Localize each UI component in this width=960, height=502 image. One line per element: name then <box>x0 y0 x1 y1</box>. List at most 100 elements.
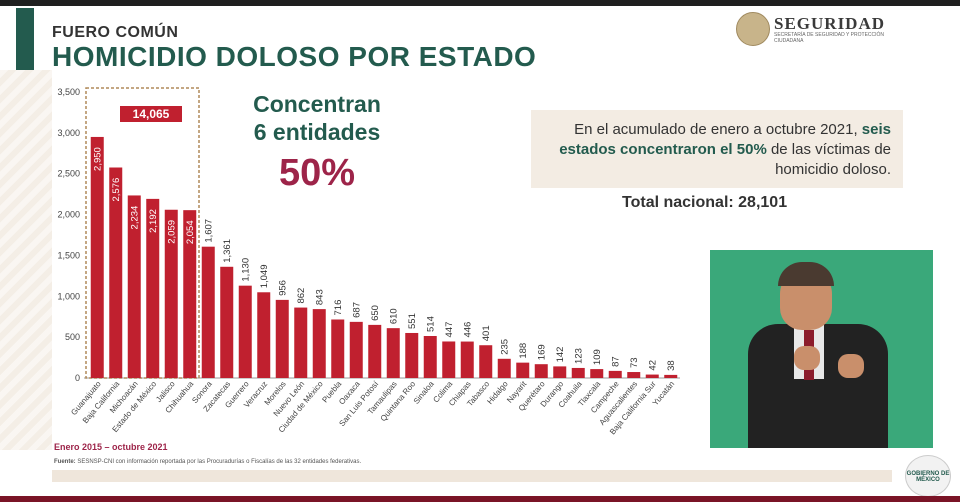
bar <box>553 366 567 378</box>
bar <box>664 374 678 378</box>
callout-line-1: Concentran <box>253 91 381 117</box>
bar-value-label: 610 <box>388 308 399 324</box>
national-total: Total nacional: 28,101 <box>622 194 788 211</box>
y-tick-label: 1,500 <box>57 250 80 260</box>
bar <box>460 341 474 378</box>
interpreter-hair <box>778 262 834 286</box>
info-text: En el acumulado de enero a octubre 2021,… <box>541 120 891 180</box>
eagle-seal-icon <box>736 12 770 46</box>
bar-value-label: 188 <box>518 343 529 359</box>
y-tick-label: 3,000 <box>57 128 80 138</box>
bar <box>127 195 141 378</box>
y-tick-label: 500 <box>65 332 80 342</box>
bar-value-label: 843 <box>314 289 325 305</box>
bar-value-label: 169 <box>536 344 547 360</box>
logo-name: SEGURIDAD <box>774 14 886 33</box>
source-text: SESNSP-CNI con información reportada por… <box>77 459 361 465</box>
bar <box>442 341 456 378</box>
bar <box>312 309 326 378</box>
page-title: HOMICIDIO DOLOSO POR ESTADO <box>52 41 537 72</box>
bar <box>90 136 104 378</box>
bar <box>571 367 585 378</box>
bar-value-label: 514 <box>425 316 436 332</box>
bar-value-label: 235 <box>499 339 510 355</box>
logo-tagline: SECRETARÍA DE SEGURIDAD Y PROTECCIÓN CIU… <box>774 32 885 44</box>
bar-value-label: 2,950 <box>92 147 103 171</box>
bar <box>497 358 511 378</box>
x-tick-label: Sinaloa <box>412 379 436 406</box>
bar-value-label: 2,234 <box>129 206 140 230</box>
bar-value-label: 1,130 <box>240 258 251 282</box>
bottom-bar <box>0 496 960 502</box>
bar-value-label: 2,059 <box>166 220 177 244</box>
bar-value-label: 2,576 <box>111 178 122 202</box>
bar-value-label: 862 <box>296 288 307 304</box>
bar-value-label: 447 <box>444 322 455 338</box>
bar <box>331 319 345 378</box>
callout-percent: 50% <box>278 152 356 194</box>
sign-language-video <box>710 250 933 448</box>
bar <box>645 374 659 378</box>
bar <box>183 210 197 378</box>
info-text-end: de las víctimas de homicidio doloso. <box>766 141 891 178</box>
bar-value-label: 551 <box>407 313 418 329</box>
top-bar <box>0 0 960 6</box>
bar-value-label: 401 <box>481 325 492 341</box>
bar <box>257 292 271 378</box>
bar <box>479 345 493 378</box>
bar <box>386 328 400 378</box>
bar-value-label: 1,049 <box>259 265 270 289</box>
bar-value-label: 1,361 <box>222 239 233 263</box>
info-text-start: En el acumulado de enero a octubre 2021, <box>574 121 862 138</box>
bar-value-label: 1,607 <box>203 219 214 243</box>
bar-value-label: 446 <box>462 322 473 338</box>
bar <box>146 198 160 378</box>
interpreter-left-hand <box>794 346 820 370</box>
bar <box>590 369 604 378</box>
y-tick-label: 1,000 <box>57 291 80 301</box>
y-tick-label: 2,000 <box>57 210 80 220</box>
callout-line-2: 6 entidades <box>253 119 381 145</box>
period-label: Enero 2015 – octubre 2021 <box>54 442 168 452</box>
bar-value-label: 2,192 <box>148 209 159 233</box>
bar-value-label: 42 <box>647 360 658 371</box>
bar <box>423 335 437 378</box>
bar-value-label: 687 <box>351 302 362 318</box>
y-tick-label: 3,500 <box>57 87 80 97</box>
bar-value-label: 716 <box>333 300 344 316</box>
top-six-highlight-box <box>85 87 200 379</box>
gobierno-mexico-badge: GOBIERNO DE MÉXICO <box>905 455 951 497</box>
bar <box>238 285 252 378</box>
bar-value-label: 38 <box>666 360 677 371</box>
info-box: En el acumulado de enero a octubre 2021,… <box>531 110 903 188</box>
bar <box>201 246 215 378</box>
y-tick-label: 0 <box>75 373 80 383</box>
bar-value-label: 956 <box>277 280 288 296</box>
bar <box>608 370 622 378</box>
y-tick-label: 2,500 <box>57 169 80 179</box>
bar-value-label: 123 <box>573 348 584 364</box>
bar <box>405 332 419 378</box>
highlight-total-badge <box>120 106 182 122</box>
page-subtitle: FUERO COMÚN <box>52 24 179 41</box>
bar <box>275 299 289 378</box>
source-label: Fuente: <box>54 459 77 465</box>
bar-value-label: 142 <box>555 347 566 363</box>
bar <box>220 266 234 378</box>
bar-value-label: 2,054 <box>185 220 196 244</box>
decorative-pattern <box>0 70 52 450</box>
info-text-bold: seis estados concentraron el 50% <box>559 121 891 158</box>
title-accent-bar <box>16 8 34 70</box>
interpreter-right-hand <box>838 354 864 378</box>
source-note: Fuente: SESNSP-CNI con información repor… <box>54 459 361 465</box>
concentrate-callout: Concentran 6 entidades <box>232 90 402 146</box>
bar <box>627 372 641 378</box>
gob-badge-text: GOBIERNO DE MÉXICO <box>906 471 950 483</box>
bar <box>516 362 530 378</box>
bar <box>368 324 382 378</box>
bar-value-label: 109 <box>592 349 603 365</box>
bar <box>534 364 548 378</box>
bar <box>109 167 123 378</box>
footer-strip <box>52 470 892 482</box>
